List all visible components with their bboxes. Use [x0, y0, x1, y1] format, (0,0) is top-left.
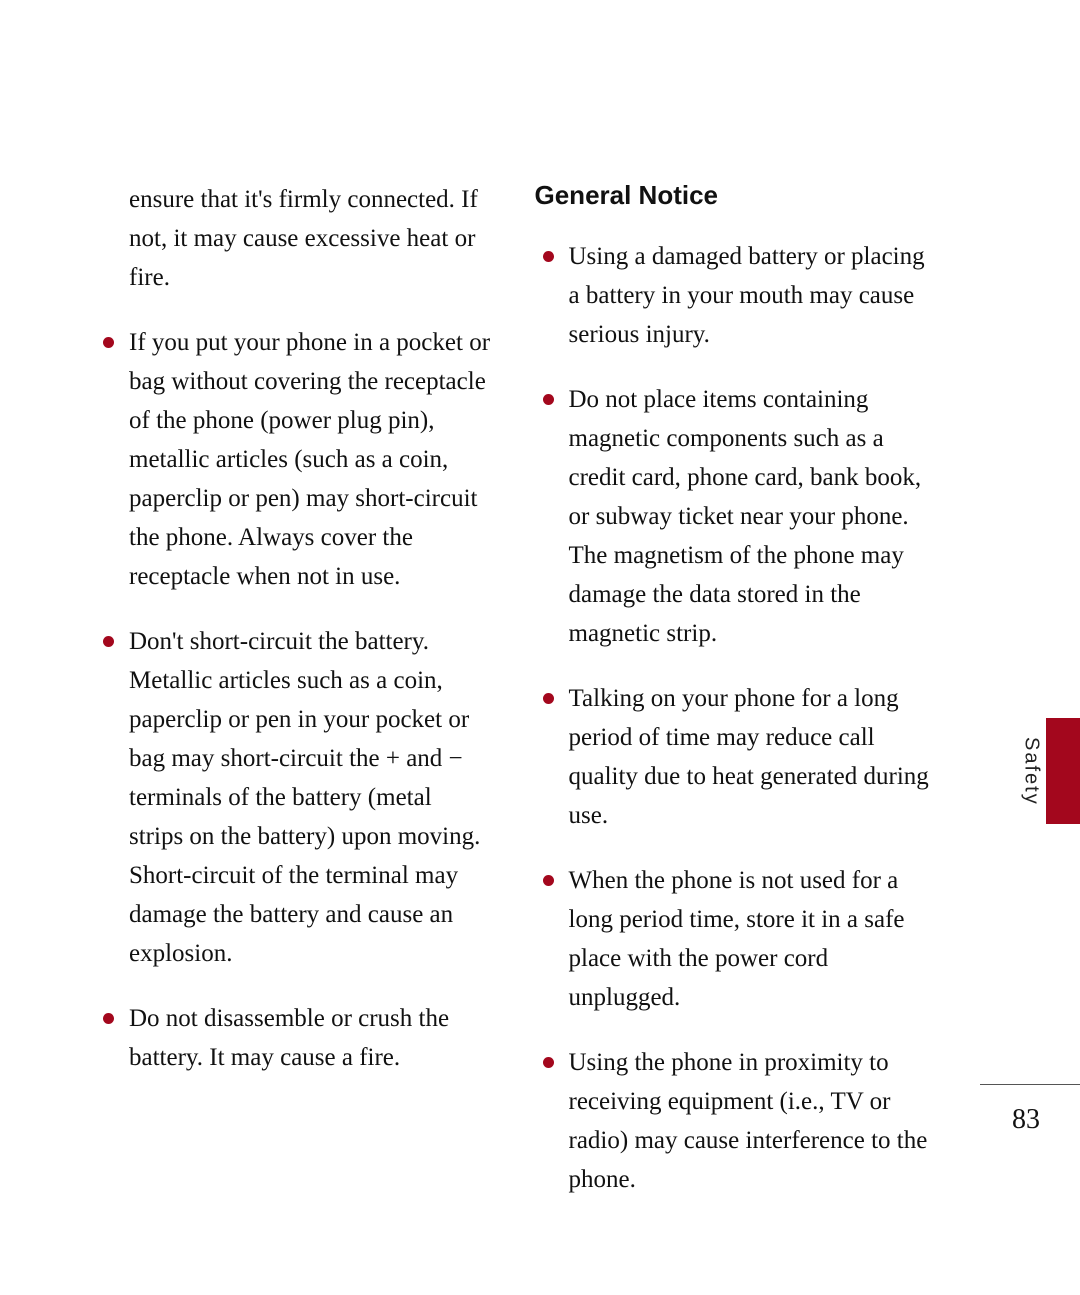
section-heading: General Notice	[535, 180, 931, 211]
list-item: Using a damaged battery or placing a bat…	[535, 237, 931, 354]
footer-divider	[980, 1084, 1080, 1085]
list-item: When the phone is not used for a long pe…	[535, 861, 931, 1017]
right-bullet-list: Using a damaged battery or placing a bat…	[535, 237, 931, 1199]
content-area: ensure that it's firmly connected. If no…	[95, 180, 930, 1225]
list-item: Talking on your phone for a long period …	[535, 679, 931, 835]
list-item: Don't short-circuit the battery. Metalli…	[95, 622, 491, 973]
section-tab-marker	[1046, 718, 1080, 824]
manual-page: ensure that it's firmly connected. If no…	[0, 0, 1080, 1295]
list-item: Do not place items containing magnetic c…	[535, 380, 931, 653]
list-item: Do not disassemble or crush the battery.…	[95, 999, 491, 1077]
page-number: 83	[1012, 1104, 1040, 1136]
left-column: ensure that it's firmly connected. If no…	[95, 180, 491, 1225]
left-bullet-list: If you put your phone in a pocket or bag…	[95, 323, 491, 1077]
lead-paragraph: ensure that it's firmly connected. If no…	[95, 180, 491, 297]
section-tab-label: Safety	[1020, 718, 1042, 824]
list-item: If you put your phone in a pocket or bag…	[95, 323, 491, 596]
list-item: Using the phone in proximity to receivin…	[535, 1043, 931, 1199]
section-tab-text: Safety	[1020, 737, 1043, 806]
right-column: General Notice Using a damaged battery o…	[535, 180, 931, 1225]
